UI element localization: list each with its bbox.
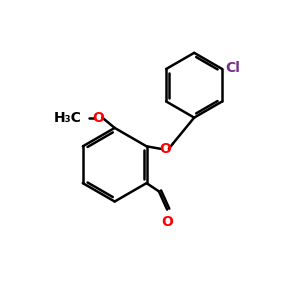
Text: O: O: [92, 111, 104, 124]
Text: Cl: Cl: [225, 61, 240, 75]
Text: O: O: [159, 142, 171, 156]
Text: O: O: [161, 215, 173, 229]
Text: H₃C: H₃C: [53, 111, 81, 124]
